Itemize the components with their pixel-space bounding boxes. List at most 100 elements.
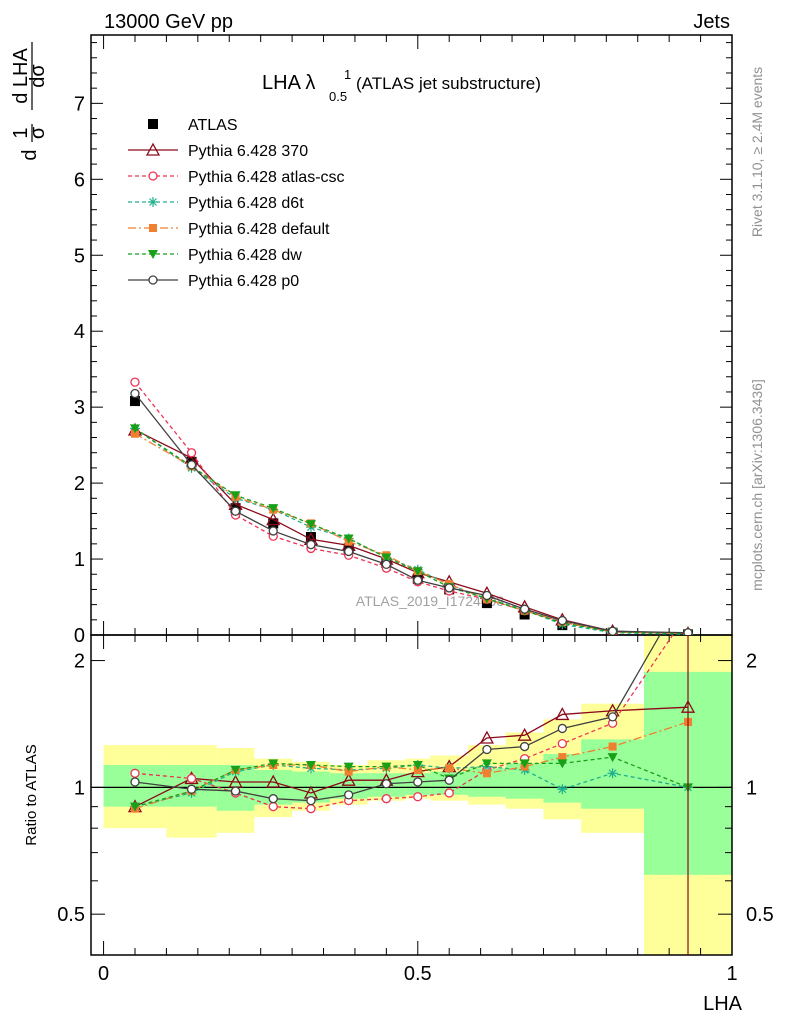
ratio-y-axis-label: Ratio to ATLAS xyxy=(23,744,40,845)
ratio-series-4-point-11 xyxy=(557,759,568,769)
main-y-axis-label: dσ d LHA d LHA 1 σ d xyxy=(10,42,49,161)
ratio-plot-area xyxy=(91,609,732,955)
ratio-series-5-line xyxy=(134,635,661,802)
series-6-point-3 xyxy=(268,526,278,536)
series-2-point-1 xyxy=(186,448,197,458)
ratio-series-1-point-13 xyxy=(684,609,692,617)
series-5-point-5 xyxy=(343,534,354,544)
series-5-point-3 xyxy=(268,504,279,514)
ratio-series-0-point-3 xyxy=(266,774,281,788)
ratio-series-0-point-5 xyxy=(341,772,356,786)
ratio-series-2-line xyxy=(134,764,689,808)
ratio-ytick-label-right: 1 xyxy=(746,777,757,799)
ratio-series-4-point-5 xyxy=(343,762,354,772)
legend: ATLAS Pythia 6.428 370 Pythia 6.428 atlas-… xyxy=(128,117,345,290)
series-6-point-5 xyxy=(344,546,354,557)
ratio-series-1-point-1 xyxy=(186,773,197,784)
ratio-series-0-point-10 xyxy=(517,727,532,741)
series-3-line xyxy=(134,427,689,635)
ratio-series-3-point-12 xyxy=(608,742,617,751)
ratio-series-5-point-2 xyxy=(230,786,241,796)
ratio-series-5-point-7 xyxy=(413,777,423,787)
legend-label-2: Pythia 6.428 atlas-csc xyxy=(188,169,345,186)
ratio-series-5-point-8 xyxy=(444,775,454,785)
xtick-label: 0 xyxy=(98,963,109,985)
ratio-series-2-point-12 xyxy=(607,768,618,779)
series-0-point-3 xyxy=(268,518,279,529)
ratio-ytick-label-left: 2 xyxy=(74,651,85,673)
ratio-ytick-label-left: 0.5 xyxy=(57,904,85,926)
series-6-point-4 xyxy=(306,539,316,550)
ylabel-dlha-visible: d LHA xyxy=(10,48,32,104)
ratio-frame xyxy=(90,634,733,956)
ratio-series-1-line xyxy=(134,635,674,810)
ratio-series-2-point-12-stroke-3 xyxy=(608,769,617,778)
ratio-series-2-point-11-stroke-3 xyxy=(558,785,567,794)
ratio-series-3-point-11 xyxy=(558,753,567,762)
ratio-series-1-point-4 xyxy=(306,804,316,814)
xtick-label: 0.5 xyxy=(404,963,432,985)
series-6-point-7 xyxy=(413,575,423,585)
mcplots-label: mcplots.cern.ch [arXiv:1306.3436] xyxy=(749,379,765,591)
ratio-series-4-point-12 xyxy=(607,753,618,763)
ratio-series-2-point-11 xyxy=(557,784,568,795)
ratio-series-1-point-0 xyxy=(130,768,140,778)
header-right: Jets xyxy=(693,11,730,33)
ratio-series-5-point-11 xyxy=(557,723,567,734)
series-6-point-0 xyxy=(130,388,140,399)
legend-marker-3-stroke-3 xyxy=(149,198,157,206)
ratio-series-0-line xyxy=(134,706,689,808)
series-1-point-3 xyxy=(266,512,281,526)
series-6-point-10 xyxy=(519,604,530,614)
ratio-ytick-label-left: 1 xyxy=(74,777,85,799)
legend-marker-0 xyxy=(148,119,158,129)
legend-marker-3 xyxy=(148,197,158,207)
series-6-point-6 xyxy=(381,559,392,570)
ratio-series-5-point-3 xyxy=(268,794,278,804)
chart-title-main: LHA λ xyxy=(262,72,315,94)
series-6-point-11 xyxy=(557,615,567,626)
ratio-series-4-point-2 xyxy=(230,765,241,775)
main-axis-ticks: 1 2 3 4 5 6 7 0 xyxy=(74,35,733,647)
ratio-series-1-point-6 xyxy=(381,794,392,804)
main-ytick-label: 5 xyxy=(74,245,85,267)
series-6-point-1 xyxy=(186,460,197,470)
ylabel-d: d xyxy=(19,149,41,160)
ylabel-sigma: σ xyxy=(27,126,49,139)
ratio-series-4-point-3 xyxy=(268,759,279,769)
chart-title-sub: 0.5 xyxy=(329,89,347,104)
ratio-series-5-point-5 xyxy=(344,790,354,800)
ratio-ytick-label-right: 0.5 xyxy=(746,904,774,926)
legend-marker-1 xyxy=(145,142,161,156)
legend-marker-6 xyxy=(148,275,158,285)
ratio-series-1-point-7 xyxy=(413,792,423,802)
main-ytick-label: 3 xyxy=(74,397,85,419)
ratio-series-5-point-12 xyxy=(607,712,618,722)
analysis-watermark: ATLAS_2019_I1724098 xyxy=(356,593,505,609)
series-0-point-0 xyxy=(129,396,140,407)
header-left: 13000 GeV pp xyxy=(104,11,233,33)
series-4-point-0 xyxy=(130,429,139,438)
ratio-series-4-point-4 xyxy=(305,761,316,771)
ratio-axis-ticks: 0.5 0.5 1 1 2 2 0 0.5 1 xyxy=(57,635,774,985)
ylabel-one: 1 xyxy=(10,127,32,138)
legend-marker-4 xyxy=(149,224,157,232)
series-5-point-2 xyxy=(230,491,241,501)
ratio-series-1-point-11 xyxy=(557,738,567,749)
legend-label-0: ATLAS xyxy=(188,117,238,134)
series-6-line xyxy=(134,393,689,634)
series-6-point-2 xyxy=(230,506,241,516)
ratio-series-4-point-6 xyxy=(381,762,392,772)
legend-marker-2 xyxy=(148,171,158,181)
ratio-series-4-point-10 xyxy=(519,759,530,769)
main-ytick-label: 4 xyxy=(74,321,85,343)
series-5-line xyxy=(134,427,689,635)
main-ytick-label: 7 xyxy=(74,93,85,115)
legend-label-4: Pythia 6.428 default xyxy=(188,221,330,238)
ratio-series-5-point-0 xyxy=(130,777,140,787)
ratio-series-1-point-8 xyxy=(444,788,454,798)
series-5-point-7 xyxy=(412,567,423,577)
ratio-series-4-line xyxy=(134,756,689,808)
series-2-point-0 xyxy=(130,377,140,387)
